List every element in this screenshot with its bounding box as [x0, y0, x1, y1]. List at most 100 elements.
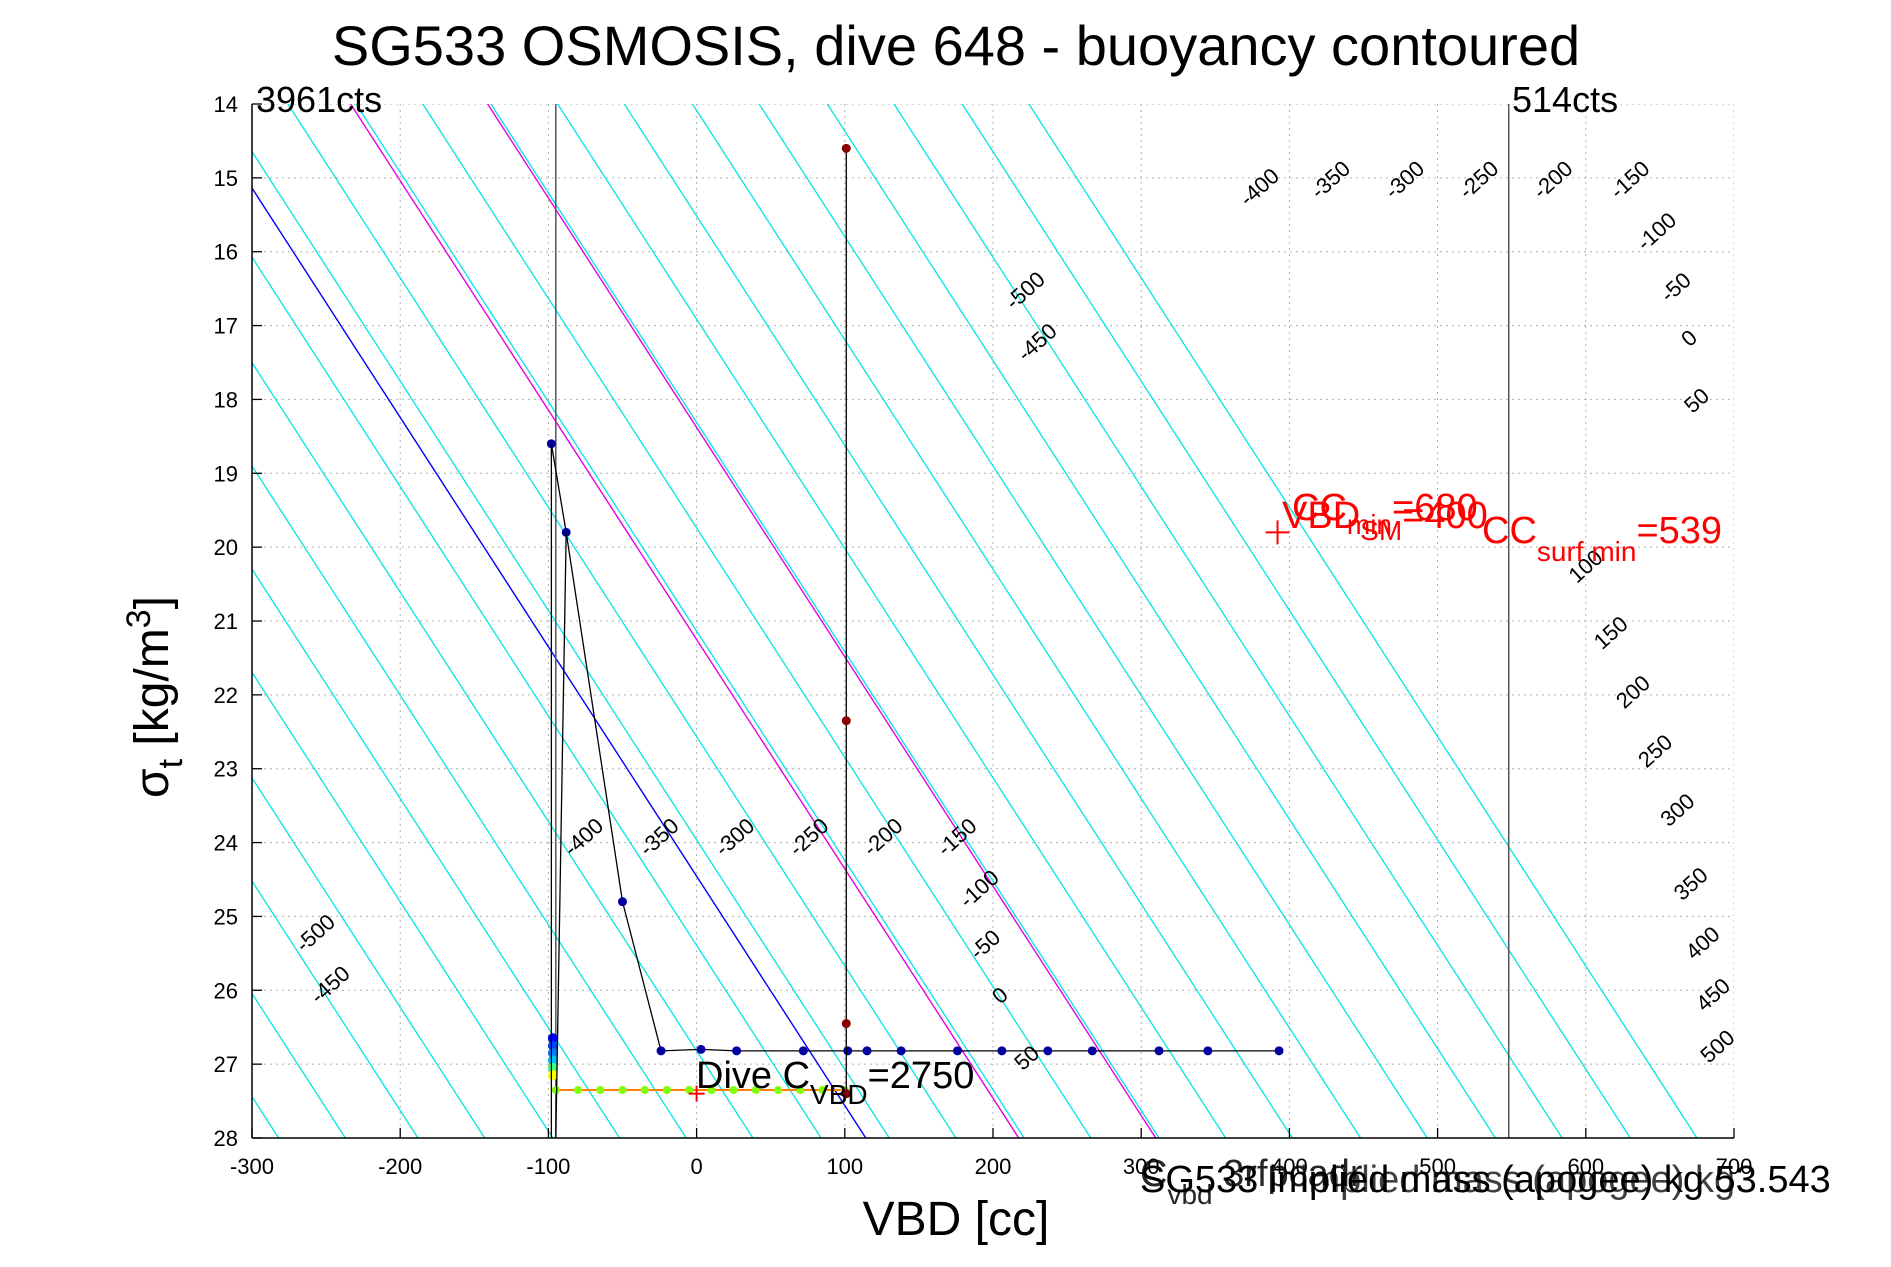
contour-line-negative: [287, 104, 957, 1138]
cc-surf-sub: surf min: [1537, 536, 1637, 567]
vbd-sm-sub: SM: [1360, 515, 1402, 546]
series-point: [1203, 1046, 1213, 1056]
x-tick-label: -100: [526, 1154, 570, 1179]
cc-surf-main: CC: [1482, 510, 1537, 552]
count-label-left: 3961cts: [256, 79, 382, 120]
y-tick-label: 14: [214, 92, 238, 117]
count-limit-lines: [555, 104, 1510, 1138]
y-tick-label: 25: [214, 904, 238, 929]
buoyancy-contours: [252, 104, 1698, 1138]
contour-line-negative: [355, 104, 1025, 1138]
descent-point: [547, 1055, 558, 1066]
contour-line-negative: [252, 256, 822, 1138]
dive-c-point: [574, 1085, 583, 1094]
series-point: [862, 1046, 872, 1056]
contour-line-positive: [350, 104, 1020, 1138]
series-point: [841, 716, 851, 726]
contour-line-negative: [557, 104, 1227, 1138]
dive-track: [546, 143, 1290, 1139]
contour-line-negative: [826, 104, 1496, 1138]
dive-c-point: [640, 1085, 649, 1094]
contour-line-negative: [252, 879, 419, 1138]
vbd-sm-marker: [1265, 520, 1290, 545]
y-tick-label: 27: [214, 1052, 238, 1077]
descent-point: [547, 1040, 558, 1051]
contour-line-negative: [252, 361, 754, 1138]
cc-min-sub: min: [1347, 509, 1392, 540]
cc-min-annotation: CCmin=680: [1292, 487, 1478, 540]
c-vbd-sub: vbd: [1167, 1179, 1212, 1210]
contour-line-zero: [252, 186, 867, 1138]
c-vbd-annotation: Cvbd 3rfpcadr: [1140, 1153, 1363, 1210]
contour-line-negative: [623, 104, 1293, 1138]
series-point: [841, 1089, 851, 1099]
series-point: [952, 1046, 962, 1056]
dive-c-value: =2750: [868, 1055, 975, 1097]
vbd-sm-value: =400: [1402, 495, 1488, 537]
count-label-right: 514cts: [1512, 79, 1618, 120]
x-tick-label: 200: [975, 1154, 1012, 1179]
dive-c-point: [774, 1085, 783, 1094]
series-point: [696, 1044, 706, 1054]
series-line: [555, 532, 567, 1139]
series-point: [618, 897, 627, 907]
y-axis-label-unit: [kg/m: [126, 628, 179, 759]
x-tick-label: -200: [378, 1154, 422, 1179]
y-tick-label: 26: [214, 978, 238, 1003]
y-tick-label: 15: [214, 166, 238, 191]
descent-point: [547, 1033, 558, 1044]
series-point: [1274, 1046, 1284, 1056]
dive-c-sub: VBD: [810, 1079, 868, 1110]
y-tick-label: 16: [214, 240, 238, 265]
descent-point: [547, 1070, 558, 1081]
dive-c-point: [729, 1085, 738, 1094]
series-point: [1043, 1046, 1053, 1056]
y-tick-label: 20: [214, 535, 238, 560]
contour-line-negative: [422, 104, 1092, 1138]
axis-ticks: -300 -200 -100 0 100 200 300 400 500 600 700 14 15 16…: [214, 92, 1753, 1179]
dive-c-point: [818, 1085, 827, 1094]
cc-min-main: CC: [1292, 487, 1347, 529]
dive-c-point: [796, 1085, 805, 1094]
x-tick-label: 300: [1123, 1154, 1160, 1179]
contour-line-negative: [758, 104, 1428, 1138]
x-tick-label: -300: [230, 1154, 274, 1179]
x-tick-label: 0: [690, 1154, 702, 1179]
y-tick-label: 28: [214, 1126, 238, 1151]
series-point: [843, 1046, 853, 1056]
dive-c-point: [685, 1085, 694, 1094]
contour-line-positive: [487, 104, 1157, 1138]
x-axis-label: VBD [cc]: [863, 1193, 1050, 1246]
contour-line-negative: [252, 671, 554, 1138]
vbd-sm-main: VBD: [1282, 495, 1360, 537]
series-point: [841, 1019, 851, 1029]
x-tick-label: 500: [1419, 1154, 1456, 1179]
dive-c-annotation: Dive CVBD=2750: [696, 1055, 974, 1110]
y-axis-label: σt [kg/m3]: [120, 596, 190, 798]
dive-c-point: [596, 1085, 605, 1094]
series-point: [896, 1046, 906, 1056]
y-tick-label: 21: [214, 609, 238, 634]
c-vbd-main: C: [1140, 1153, 1167, 1195]
y-tick-label: 23: [214, 757, 238, 782]
contour-line-negative: [252, 567, 621, 1138]
dive-c-point: [662, 1085, 671, 1094]
dive-c-marker: [688, 1085, 705, 1102]
x-tick-label: 600: [1567, 1154, 1604, 1179]
series-point: [841, 143, 851, 153]
contour-line-negative: [691, 104, 1362, 1138]
y-axis-label-sup: 3: [120, 609, 158, 628]
series-point: [997, 1046, 1007, 1056]
series-point: [656, 1046, 666, 1056]
c-vbd-value: 3rfpcadr: [1213, 1153, 1363, 1195]
x-tick-label: 400: [1271, 1154, 1308, 1179]
y-tick-label: 22: [214, 683, 238, 708]
x-tick-label: 100: [826, 1154, 863, 1179]
contour-line-negative: [490, 104, 1160, 1138]
series-point: [798, 1046, 808, 1056]
vbd-sm-annotation: VBDSM=400: [1282, 495, 1488, 546]
y-axis-label-sub: t: [152, 758, 190, 768]
descent-point: [547, 1048, 558, 1059]
contour-line-negative: [252, 776, 486, 1138]
